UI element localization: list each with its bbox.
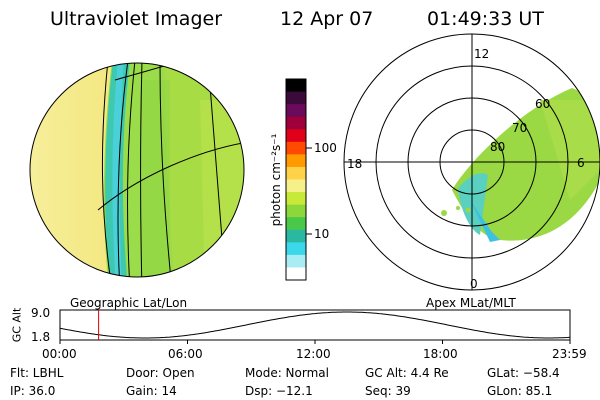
colorbar-unit-label: photon cm⁻²s⁻¹ [269, 133, 283, 227]
altitude-ylabel: GC Alt [10, 307, 24, 343]
lat-label-80: 80 [490, 140, 506, 154]
info-seq: Seq: 39 [365, 384, 411, 398]
info-filter: Flt: LBHL [10, 366, 64, 380]
info-glat: GLat: −58.4 [487, 366, 560, 380]
altitude-xtick-3: 18:00 [423, 347, 458, 361]
colorbar-swatch [286, 254, 306, 268]
altitude-ytick-low: 1.8 [31, 330, 51, 344]
polar-plot [343, 33, 600, 291]
colorbar-swatch [286, 79, 306, 93]
colorbar-tick-100: 100 [314, 141, 337, 155]
right-panel-label: Apex MLat/MLT [426, 296, 516, 310]
info-door: Door: Open [126, 366, 195, 380]
polar-grid [343, 33, 600, 291]
colorbar-swatch [286, 242, 306, 256]
mlt-label-6: 6 [577, 156, 585, 170]
altitude-xtick-4: 23:59 [552, 347, 587, 361]
colorbar-swatch [286, 141, 306, 155]
info-gc-alt: GC Alt: 4.4 Re [365, 366, 449, 380]
altitude-xtick-2: 12:00 [296, 347, 331, 361]
mlt-label-12: 12 [474, 47, 490, 61]
mlt-label-0: 0 [470, 277, 478, 291]
colorbar-swatch [286, 192, 306, 206]
colorbar-swatch [286, 267, 306, 281]
info-dsp: Dsp: −12.1 [245, 384, 313, 398]
colorbar-swatch [286, 217, 306, 231]
colorbar-swatch [286, 104, 306, 118]
info-glon: GLon: 85.1 [487, 384, 553, 398]
geographic-disk [29, 62, 245, 278]
colorbar-swatch [286, 116, 306, 130]
lat-label-60: 60 [535, 97, 551, 111]
altitude-curve [59, 311, 571, 339]
time-label: 01:49:33 UT [427, 8, 544, 30]
info-ip: IP: 36.0 [10, 384, 56, 398]
colorbar-swatch [286, 229, 306, 243]
altitude-ytick-high: 9.0 [31, 306, 51, 320]
colorbar-swatch [286, 179, 306, 193]
colorbar-swatch [286, 204, 306, 218]
colorbar-swatch [286, 129, 306, 143]
lat-label-70: 70 [512, 121, 528, 135]
instrument-title: Ultraviolet Imager [50, 8, 223, 30]
colorbar-swatch [286, 166, 306, 180]
colorbar [285, 78, 312, 281]
mlt-label-18: 18 [347, 157, 363, 171]
altitude-xtick-0: 00:00 [42, 347, 77, 361]
info-gain: Gain: 14 [126, 384, 177, 398]
colorbar-swatch [286, 91, 306, 105]
altitude-xtick-1: 06:00 [168, 347, 203, 361]
altitude-plot [59, 309, 571, 344]
date-label: 12 Apr 07 [280, 8, 374, 30]
colorbar-swatch [286, 154, 306, 168]
info-mode: Mode: Normal [245, 366, 329, 380]
left-panel-label: Geographic Lat/Lon [70, 296, 188, 310]
colorbar-tick-10: 10 [314, 227, 330, 241]
